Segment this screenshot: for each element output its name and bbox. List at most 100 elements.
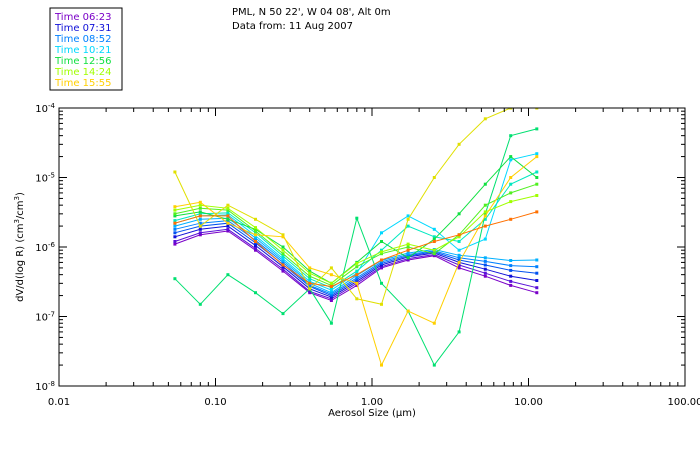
data-point [308, 279, 312, 283]
chart-title: PML, N 50 22', W 04 08', Alt 0m [232, 7, 391, 18]
data-point [380, 263, 383, 267]
data-point [355, 261, 359, 265]
series-layer [173, 108, 539, 367]
data-point [432, 240, 436, 243]
data-point [281, 259, 285, 262]
data-point [329, 288, 333, 292]
data-point [308, 269, 312, 273]
data-point [483, 182, 487, 186]
data-point [380, 281, 383, 285]
data-point [457, 260, 461, 264]
x-tick-label: 10.00 [514, 397, 543, 408]
data-point [535, 127, 539, 131]
data-point [173, 205, 177, 209]
data-point [281, 248, 285, 252]
data-point [198, 212, 202, 216]
data-point [380, 231, 383, 235]
data-point [173, 240, 177, 243]
data-point [308, 289, 312, 293]
data-point [254, 244, 257, 247]
data-point [457, 235, 461, 239]
plot-frame [58, 107, 686, 387]
data-point [535, 176, 539, 179]
data-point [457, 212, 461, 216]
data-point [173, 224, 177, 228]
data-point [457, 330, 461, 334]
data-point [173, 208, 177, 212]
data-point [254, 236, 257, 240]
data-point [509, 158, 513, 162]
legend-entry: Time 07:31 [54, 23, 111, 34]
data-point [535, 265, 539, 269]
legend-entry: Time 10:21 [54, 45, 111, 56]
data-point [329, 299, 333, 302]
data-point [281, 245, 285, 249]
data-point [355, 273, 359, 277]
data-point [509, 108, 513, 110]
data-point [380, 248, 383, 252]
data-point [432, 235, 436, 239]
x-axis: 0.01 0.10 1.00 10.00 100.00 [48, 108, 700, 408]
series-1200 [173, 127, 539, 367]
data-point [198, 217, 202, 221]
data-point [535, 279, 539, 282]
data-point [406, 251, 410, 255]
data-point [254, 227, 257, 231]
y-tick-label: 10-7 [35, 311, 55, 324]
data-point [535, 194, 539, 197]
series-1510 [173, 108, 539, 306]
data-point [355, 279, 359, 283]
data-point [509, 182, 513, 186]
x-axis-label: Aerosol Size (μm) [328, 408, 416, 419]
x-tick-label: 0.10 [204, 397, 226, 408]
data-point [535, 152, 539, 156]
data-point [457, 263, 461, 267]
data-point [432, 363, 436, 367]
data-point [380, 252, 383, 256]
data-point [483, 237, 487, 241]
data-point [380, 258, 383, 262]
data-point [406, 309, 410, 313]
data-point [406, 256, 410, 260]
y-tick-label: 10-8 [35, 380, 55, 393]
x-tick-label: 0.01 [48, 397, 70, 408]
data-point [198, 206, 202, 210]
data-point [406, 248, 410, 252]
chart-subtitle: Data from: 11 Aug 2007 [232, 21, 353, 32]
y-tick-label: 10-5 [35, 172, 55, 185]
data-point [432, 252, 436, 256]
data-point [308, 274, 312, 278]
data-point [406, 224, 410, 228]
data-point [198, 214, 202, 218]
data-point [535, 258, 539, 262]
data-point [329, 297, 333, 301]
data-point [226, 227, 230, 231]
data-point [483, 217, 487, 221]
data-point [509, 268, 513, 272]
data-point [226, 208, 230, 212]
data-point [226, 214, 230, 218]
data-point [308, 281, 312, 285]
data-point [406, 214, 410, 218]
data-point [509, 259, 513, 262]
data-point [254, 240, 257, 243]
data-point [457, 256, 461, 260]
data-point [483, 210, 487, 214]
legend-box [49, 7, 123, 91]
data-point [198, 210, 202, 214]
series-1620 [173, 210, 539, 288]
data-point [329, 281, 333, 285]
data-point [329, 291, 333, 295]
data-point [483, 259, 487, 263]
data-point [226, 206, 230, 210]
data-point [457, 142, 461, 146]
data-point [308, 283, 312, 287]
data-point [535, 170, 539, 174]
data-point [483, 203, 487, 207]
data-point [457, 258, 461, 262]
data-point [355, 281, 359, 285]
data-point [254, 217, 257, 221]
data-point [509, 264, 513, 268]
data-point [254, 231, 257, 235]
